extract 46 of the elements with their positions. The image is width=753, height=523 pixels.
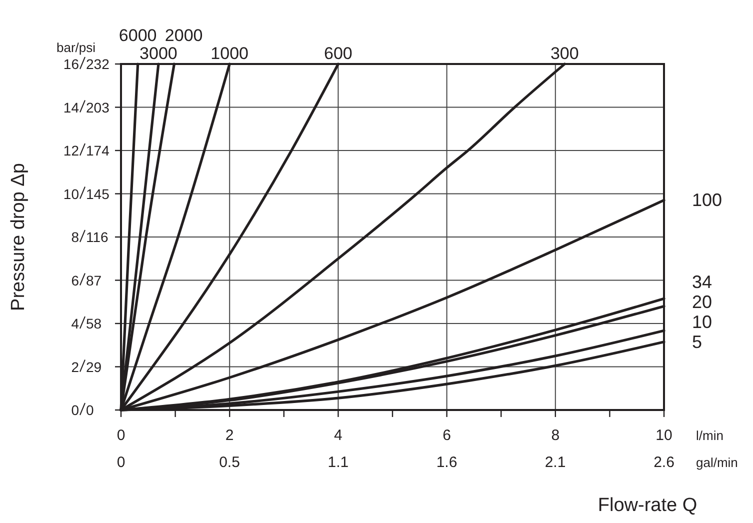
text: bar/psi [56,40,96,55]
series-label: 34 [692,272,712,292]
y2-tick-label: 203 [86,99,110,116]
text: gal/min [696,455,738,470]
x2-tick-label: 2.6 [654,454,674,471]
y2-tick-label: 0 [86,402,94,418]
x2-tick-label: 2.1 [544,454,566,471]
y-tick-label: 4 [71,316,80,332]
y2-tick-label: 87 [86,272,102,288]
x-axis-title: Flow-rate Q [598,495,698,516]
x2-tick-label: 0.5 [219,454,240,471]
series-label: 20 [692,292,712,312]
series-label: 6000 [118,26,157,45]
y-tick-label: 10 [63,186,80,202]
series-label: 10 [692,312,712,332]
x2-tick-label: 1.1 [328,454,349,471]
y2-tick-label: 232 [86,56,110,72]
y2-tick-label: 116 [86,229,109,245]
x-tick-label: 2 [225,427,234,444]
series-label: 300 [550,44,579,63]
x2-tick-label: 0 [116,454,126,471]
x-tick-label: 6 [442,427,451,444]
series-label: 5 [692,332,702,352]
y-axis-title: Pressure drop Δp [8,163,29,311]
y-tick-label: 2 [71,358,80,375]
y-tick-label: 6 [71,272,80,288]
x-tick-label: 0 [116,427,126,444]
series-label: 100 [692,190,722,210]
x-tick-label: 10 [656,427,672,444]
x2-tick-label: 1.6 [436,454,458,471]
y-tick-label: 14 [63,99,80,116]
x-tick-label: 4 [334,427,342,444]
series-label: 3000 [140,44,178,63]
x-tick-label: 8 [551,427,560,444]
y-tick-label: 0 [71,402,80,418]
series-label: 2000 [164,26,203,45]
y2-tick-label: 145 [86,186,110,202]
y-tick-label: 8 [71,229,80,245]
y-tick-label: 16 [63,56,80,72]
text: l/min [696,428,724,443]
y-tick-label: 12 [63,142,80,158]
series-label: 1000 [210,44,249,63]
y2-tick-label: 58 [86,316,102,332]
y2-tick-label: 174 [86,142,110,158]
series-label: 600 [324,44,352,63]
y2-tick-label: 29 [86,358,102,375]
